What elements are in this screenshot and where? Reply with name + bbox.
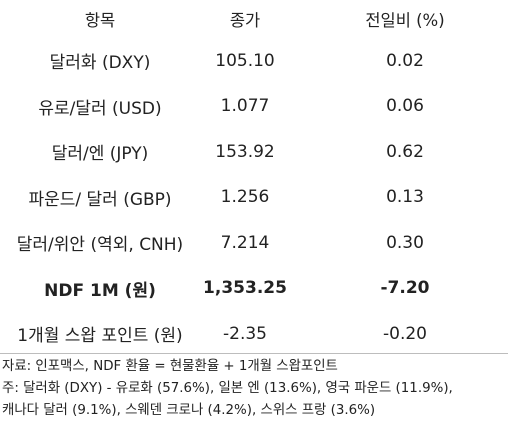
row-change: -7.20 bbox=[380, 278, 430, 299]
basket-note-line1: 주: 달러화 (DXY) - 유로화 (57.6%), 일본 엔 (13.6%)… bbox=[2, 381, 453, 396]
row-close: -2.35 bbox=[223, 323, 267, 344]
header-item: 항목 bbox=[84, 11, 116, 30]
row-item: NDF 1M (원) bbox=[44, 280, 156, 301]
row-change: -0.20 bbox=[383, 323, 427, 344]
header-change: 전일비 (%) bbox=[365, 11, 445, 30]
row-change: 0.13 bbox=[386, 187, 424, 208]
table-header-row: 항목 종가 전일비 (%) bbox=[0, 0, 515, 38]
table-row: 파운드/ 달러 (GBP) 1.256 0.13 bbox=[0, 175, 515, 221]
row-close: 153.92 bbox=[215, 141, 275, 162]
row-item: 달러/엔 (JPY) bbox=[51, 144, 149, 165]
table-row: 달러화 (DXY) 105.10 0.02 bbox=[0, 38, 515, 84]
table-row-highlight: NDF 1M (원) 1,353.25 -7.20 bbox=[0, 266, 515, 312]
row-close: 1,353.25 bbox=[203, 278, 287, 299]
table-row: 1개월 스왑 포인트 (원) -2.35 -0.20 bbox=[0, 311, 515, 357]
row-change: 0.62 bbox=[386, 141, 424, 162]
header-close: 종가 bbox=[229, 11, 261, 30]
row-close: 1.256 bbox=[220, 187, 270, 208]
row-item: 달러화 (DXY) bbox=[49, 53, 151, 74]
footnotes: 자료: 인포맥스, NDF 환율 = 현물환율 + 1개월 스왑포인트 주: 달… bbox=[2, 356, 512, 422]
source-note: 자료: 인포맥스, NDF 환율 = 현물환율 + 1개월 스왑포인트 bbox=[2, 359, 338, 374]
row-close: 1.077 bbox=[220, 96, 270, 117]
row-change: 0.30 bbox=[386, 232, 424, 253]
table-row: 달러/엔 (JPY) 153.92 0.62 bbox=[0, 129, 515, 175]
table-row: 달러/위안 (역외, CNH) 7.214 0.30 bbox=[0, 220, 515, 266]
row-change: 0.02 bbox=[386, 50, 424, 71]
row-item: 파운드/ 달러 (GBP) bbox=[28, 189, 172, 210]
row-close: 105.10 bbox=[215, 50, 275, 71]
table-row: 유로/달러 (USD) 1.077 0.06 bbox=[0, 84, 515, 130]
row-close: 7.214 bbox=[220, 232, 270, 253]
notes-divider bbox=[0, 353, 508, 354]
fx-table: 항목 종가 전일비 (%) 달러화 (DXY) 105.10 0.02 유로/달… bbox=[0, 0, 515, 357]
row-item: 달러/위안 (역외, CNH) bbox=[16, 235, 184, 256]
row-change: 0.06 bbox=[386, 96, 424, 117]
row-item: 유로/달러 (USD) bbox=[38, 98, 162, 119]
basket-note-line2: 캐나다 달러 (9.1%), 스웨덴 크로나 (4.2%), 스위스 프랑 (3… bbox=[2, 403, 376, 418]
row-item: 1개월 스왑 포인트 (원) bbox=[17, 326, 183, 347]
